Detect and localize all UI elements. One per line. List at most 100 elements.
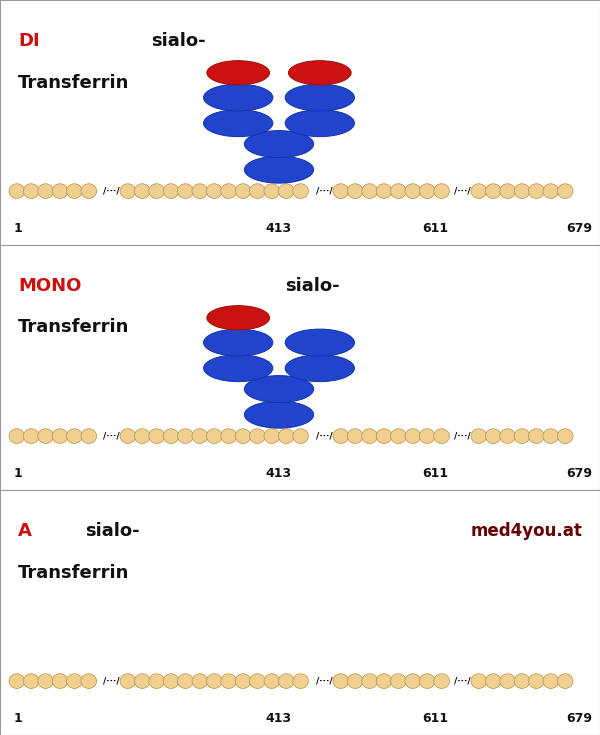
Ellipse shape xyxy=(23,429,39,443)
Ellipse shape xyxy=(81,674,97,689)
Ellipse shape xyxy=(221,184,236,198)
Ellipse shape xyxy=(264,429,280,443)
Ellipse shape xyxy=(543,674,559,689)
Ellipse shape xyxy=(500,184,515,198)
Ellipse shape xyxy=(529,429,544,443)
Ellipse shape xyxy=(419,184,435,198)
Ellipse shape xyxy=(221,429,236,443)
Ellipse shape xyxy=(38,184,53,198)
Ellipse shape xyxy=(67,429,82,443)
Ellipse shape xyxy=(244,156,314,183)
Ellipse shape xyxy=(38,429,53,443)
Text: A: A xyxy=(18,522,32,539)
Text: sialo-: sialo- xyxy=(285,277,340,295)
Ellipse shape xyxy=(289,61,351,85)
Ellipse shape xyxy=(67,674,82,689)
Ellipse shape xyxy=(278,674,294,689)
Text: /···/: /···/ xyxy=(316,187,332,196)
Ellipse shape xyxy=(485,429,501,443)
Ellipse shape xyxy=(391,429,406,443)
Ellipse shape xyxy=(293,429,308,443)
Ellipse shape xyxy=(362,429,377,443)
Ellipse shape xyxy=(285,84,355,111)
Text: 413: 413 xyxy=(266,712,292,725)
Ellipse shape xyxy=(178,429,193,443)
Ellipse shape xyxy=(391,674,406,689)
Ellipse shape xyxy=(376,429,392,443)
Ellipse shape xyxy=(471,674,487,689)
Ellipse shape xyxy=(514,184,530,198)
Ellipse shape xyxy=(434,674,449,689)
Ellipse shape xyxy=(67,184,82,198)
Ellipse shape xyxy=(235,429,251,443)
Ellipse shape xyxy=(471,429,487,443)
Ellipse shape xyxy=(120,429,136,443)
Ellipse shape xyxy=(514,429,530,443)
Ellipse shape xyxy=(149,184,164,198)
Ellipse shape xyxy=(134,184,150,198)
Text: 679: 679 xyxy=(566,222,592,235)
Ellipse shape xyxy=(52,184,68,198)
Ellipse shape xyxy=(347,184,363,198)
Text: /···/: /···/ xyxy=(316,431,332,440)
Ellipse shape xyxy=(485,184,501,198)
Ellipse shape xyxy=(23,184,39,198)
Text: 679: 679 xyxy=(566,712,592,725)
Ellipse shape xyxy=(347,674,363,689)
Ellipse shape xyxy=(120,674,136,689)
Ellipse shape xyxy=(543,429,559,443)
Ellipse shape xyxy=(500,674,515,689)
Ellipse shape xyxy=(203,355,273,381)
Ellipse shape xyxy=(9,184,25,198)
Ellipse shape xyxy=(285,110,355,137)
Text: 1: 1 xyxy=(14,467,22,480)
Ellipse shape xyxy=(250,429,265,443)
Ellipse shape xyxy=(120,184,136,198)
Ellipse shape xyxy=(178,674,193,689)
Ellipse shape xyxy=(376,184,392,198)
Ellipse shape xyxy=(149,674,164,689)
Ellipse shape xyxy=(485,674,501,689)
Ellipse shape xyxy=(405,429,421,443)
Ellipse shape xyxy=(81,429,97,443)
Text: sialo-: sialo- xyxy=(85,522,139,539)
Ellipse shape xyxy=(81,184,97,198)
Ellipse shape xyxy=(244,131,314,157)
Ellipse shape xyxy=(471,184,487,198)
Text: /···/: /···/ xyxy=(103,677,119,686)
Ellipse shape xyxy=(134,429,150,443)
Ellipse shape xyxy=(543,184,559,198)
Ellipse shape xyxy=(178,184,193,198)
Ellipse shape xyxy=(391,184,406,198)
Text: /···/: /···/ xyxy=(103,431,119,440)
Ellipse shape xyxy=(285,355,355,381)
Ellipse shape xyxy=(9,429,25,443)
Text: 413: 413 xyxy=(266,467,292,480)
Ellipse shape xyxy=(434,429,449,443)
Text: /···/: /···/ xyxy=(316,677,332,686)
Ellipse shape xyxy=(529,674,544,689)
Ellipse shape xyxy=(419,429,435,443)
Text: sialo-: sialo- xyxy=(151,32,206,50)
Ellipse shape xyxy=(235,674,251,689)
Text: DI: DI xyxy=(18,32,40,50)
Ellipse shape xyxy=(203,329,273,356)
Ellipse shape xyxy=(149,429,164,443)
Ellipse shape xyxy=(221,674,236,689)
Ellipse shape xyxy=(38,674,53,689)
Text: 1: 1 xyxy=(14,712,22,725)
Ellipse shape xyxy=(529,184,544,198)
Ellipse shape xyxy=(405,674,421,689)
Text: 679: 679 xyxy=(566,467,592,480)
Text: MONO: MONO xyxy=(18,277,82,295)
Ellipse shape xyxy=(250,674,265,689)
Ellipse shape xyxy=(235,184,251,198)
Text: 1: 1 xyxy=(14,222,22,235)
Ellipse shape xyxy=(333,429,349,443)
Ellipse shape xyxy=(203,110,273,137)
Ellipse shape xyxy=(278,184,294,198)
Ellipse shape xyxy=(362,184,377,198)
Ellipse shape xyxy=(192,674,208,689)
Ellipse shape xyxy=(163,674,179,689)
Text: med4you.at: med4you.at xyxy=(470,522,582,539)
